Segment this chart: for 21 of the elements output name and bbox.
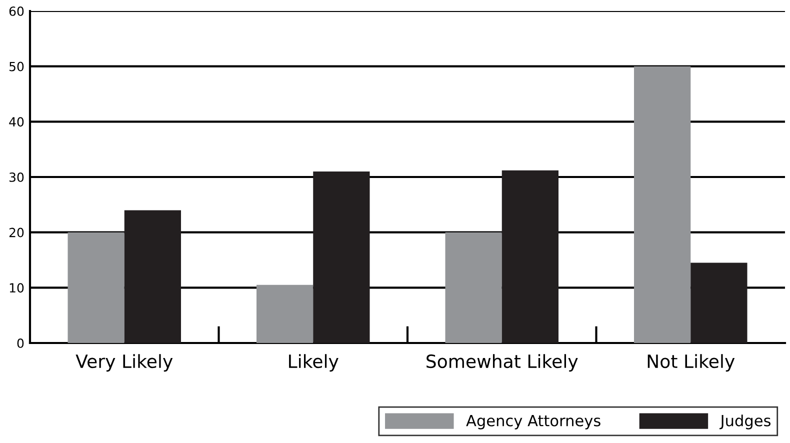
y-tick-label: 0 <box>17 338 24 348</box>
y-tick-label: 10 <box>10 283 24 293</box>
y-tick-label: 30 <box>9 172 24 182</box>
bar <box>256 284 314 343</box>
x-tick-label: Somewhat Likely <box>426 354 578 372</box>
bar <box>68 232 124 343</box>
bar <box>445 232 502 343</box>
y-tick-label: 40 <box>9 117 24 127</box>
x-tick-label: Not Likely <box>648 354 735 372</box>
legend-label: Agency Attorneys <box>466 415 600 430</box>
bar <box>313 171 370 343</box>
bar <box>690 262 748 343</box>
y-tick-label: 20 <box>9 228 24 238</box>
x-tick-label: Very Likely <box>76 354 173 372</box>
y-tick-label: 50 <box>10 62 24 72</box>
x-tick-label: Likely <box>289 354 338 372</box>
bar <box>124 210 181 343</box>
y-tick-label: 60 <box>9 6 24 16</box>
legend-label: Judges <box>720 414 770 430</box>
bar <box>634 66 691 343</box>
bar <box>502 170 558 343</box>
